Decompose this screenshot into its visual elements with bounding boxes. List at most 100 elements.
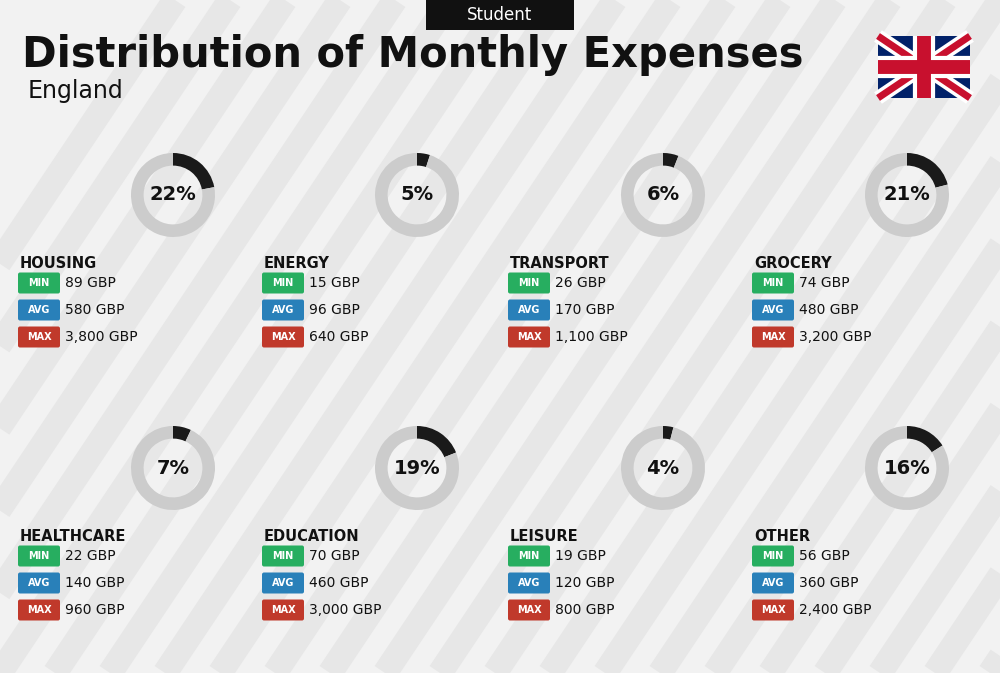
Text: AVG: AVG [518,305,540,315]
Text: AVG: AVG [272,305,294,315]
Text: 3,200 GBP: 3,200 GBP [799,330,872,344]
FancyBboxPatch shape [752,573,794,594]
Text: 19 GBP: 19 GBP [555,549,606,563]
Wedge shape [621,153,705,237]
FancyBboxPatch shape [508,600,550,621]
Wedge shape [375,426,459,510]
Text: MAX: MAX [271,605,295,615]
Text: 89 GBP: 89 GBP [65,276,116,290]
Text: AVG: AVG [28,578,50,588]
Text: 3,000 GBP: 3,000 GBP [309,603,382,617]
Text: 140 GBP: 140 GBP [65,576,124,590]
Wedge shape [417,153,430,167]
FancyBboxPatch shape [508,299,550,320]
Wedge shape [375,153,459,237]
Text: England: England [28,79,124,103]
Text: AVG: AVG [518,578,540,588]
Text: AVG: AVG [28,305,50,315]
FancyBboxPatch shape [262,546,304,567]
Text: 15 GBP: 15 GBP [309,276,360,290]
Bar [878,36,970,98]
Wedge shape [865,426,949,510]
Text: 1,100 GBP: 1,100 GBP [555,330,628,344]
Text: AVG: AVG [272,578,294,588]
FancyBboxPatch shape [262,573,304,594]
Text: MIN: MIN [272,278,294,288]
Text: ENERGY: ENERGY [264,256,330,271]
FancyBboxPatch shape [18,573,60,594]
Wedge shape [621,426,705,510]
Wedge shape [417,426,456,457]
Text: 70 GBP: 70 GBP [309,549,360,563]
Text: 7%: 7% [156,458,190,478]
FancyBboxPatch shape [752,546,794,567]
FancyBboxPatch shape [752,299,794,320]
Wedge shape [663,153,678,168]
Text: OTHER: OTHER [754,529,810,544]
FancyBboxPatch shape [262,600,304,621]
Text: 74 GBP: 74 GBP [799,276,850,290]
Text: 640 GBP: 640 GBP [309,330,368,344]
FancyBboxPatch shape [18,546,60,567]
Text: MIN: MIN [28,551,50,561]
Text: 22 GBP: 22 GBP [65,549,116,563]
Text: LEISURE: LEISURE [510,529,579,544]
Text: 26 GBP: 26 GBP [555,276,606,290]
Text: MAX: MAX [761,332,785,342]
Text: Distribution of Monthly Expenses: Distribution of Monthly Expenses [22,34,804,76]
FancyBboxPatch shape [262,299,304,320]
Text: 4%: 4% [646,458,680,478]
Text: 480 GBP: 480 GBP [799,303,858,317]
Text: 22%: 22% [150,186,196,205]
Text: MIN: MIN [762,551,784,561]
FancyBboxPatch shape [508,326,550,347]
FancyBboxPatch shape [752,273,794,293]
Text: 360 GBP: 360 GBP [799,576,858,590]
Text: 21%: 21% [884,186,930,205]
Text: MIN: MIN [762,278,784,288]
Text: GROCERY: GROCERY [754,256,832,271]
Text: 460 GBP: 460 GBP [309,576,368,590]
FancyBboxPatch shape [508,546,550,567]
Text: MIN: MIN [272,551,294,561]
Text: 5%: 5% [400,186,434,205]
Text: HOUSING: HOUSING [20,256,97,271]
Wedge shape [131,153,215,237]
Text: AVG: AVG [762,305,784,315]
Text: MIN: MIN [518,551,540,561]
Text: AVG: AVG [762,578,784,588]
Text: MIN: MIN [518,278,540,288]
FancyBboxPatch shape [18,273,60,293]
Text: 800 GBP: 800 GBP [555,603,614,617]
Text: HEALTHCARE: HEALTHCARE [20,529,126,544]
Text: MAX: MAX [517,332,541,342]
Text: 56 GBP: 56 GBP [799,549,850,563]
FancyBboxPatch shape [18,326,60,347]
Text: MIN: MIN [28,278,50,288]
Wedge shape [173,426,191,441]
FancyBboxPatch shape [262,326,304,347]
Wedge shape [865,153,949,237]
FancyBboxPatch shape [752,326,794,347]
Text: TRANSPORT: TRANSPORT [510,256,610,271]
Text: 170 GBP: 170 GBP [555,303,614,317]
FancyBboxPatch shape [508,273,550,293]
FancyBboxPatch shape [752,600,794,621]
FancyBboxPatch shape [18,600,60,621]
Text: EDUCATION: EDUCATION [264,529,360,544]
FancyBboxPatch shape [508,573,550,594]
Text: MAX: MAX [27,605,51,615]
FancyBboxPatch shape [262,273,304,293]
Text: 580 GBP: 580 GBP [65,303,124,317]
Wedge shape [663,426,673,439]
Text: MAX: MAX [517,605,541,615]
Text: 2,400 GBP: 2,400 GBP [799,603,872,617]
Text: Student: Student [467,6,533,24]
Wedge shape [173,153,214,190]
Text: 960 GBP: 960 GBP [65,603,125,617]
Text: 120 GBP: 120 GBP [555,576,614,590]
Text: 16%: 16% [884,458,930,478]
Text: MAX: MAX [271,332,295,342]
Wedge shape [907,426,942,452]
Text: MAX: MAX [761,605,785,615]
